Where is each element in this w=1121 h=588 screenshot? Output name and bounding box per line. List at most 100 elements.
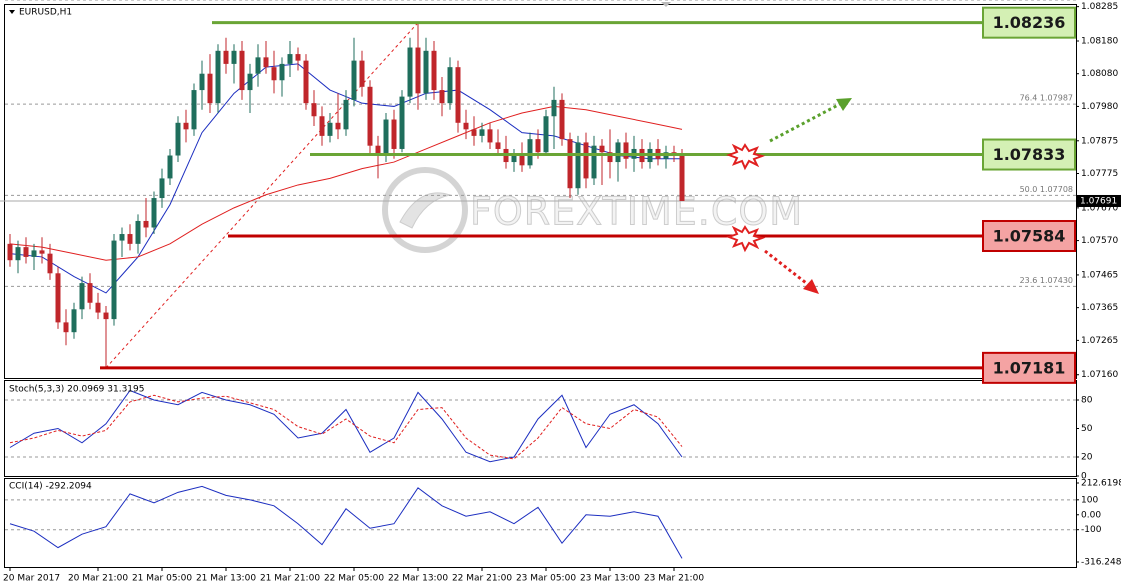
moving-average	[9, 105, 683, 261]
breakdown-burst	[726, 225, 766, 253]
sr-level-box	[982, 351, 1076, 384]
y-tick-label: 1.08285	[1081, 2, 1118, 12]
y-tick-label: 50	[1081, 424, 1093, 434]
watermark-text: FOREXTIME.COM	[470, 190, 803, 234]
candle-body	[103, 312, 109, 320]
candle-body	[303, 60, 309, 104]
candle-body	[79, 283, 85, 310]
candle-body	[343, 99, 349, 130]
candle-body	[311, 103, 317, 117]
y-tick-label: -316.2489	[1081, 558, 1121, 568]
candle-body	[599, 145, 605, 153]
sr-level-box	[982, 219, 1076, 252]
candle-body	[279, 63, 285, 81]
candle-body	[87, 283, 93, 303]
y-tick-label: 1.07980	[1081, 102, 1118, 112]
y-tick-label: 0	[1081, 472, 1087, 482]
candle-body	[495, 142, 501, 149]
fib-label: 76.4 1.07987	[1020, 94, 1073, 103]
candle-body	[567, 139, 573, 189]
sr-level-box	[982, 6, 1076, 39]
candle-body	[159, 178, 165, 199]
candle-body	[487, 129, 493, 143]
title-triangle	[9, 10, 15, 14]
x-tick-label: 20 Mar 2017	[3, 574, 60, 584]
y-tick-label: 1.08080	[1081, 69, 1118, 79]
fib-label: 23.6 1.07430	[1020, 276, 1073, 285]
y-tick-label: 20	[1081, 453, 1093, 463]
fib-label: 50.0 1.07708	[1020, 185, 1073, 194]
candle-body	[615, 142, 621, 163]
y-tick-label: 212.6198	[1081, 479, 1121, 489]
y-tick-label: 1.07570	[1081, 236, 1118, 246]
current-price-label: 1.07691	[1080, 196, 1117, 206]
candle-body	[71, 309, 77, 333]
candle-body	[295, 54, 301, 61]
candle-body	[543, 116, 549, 153]
up-arrow-head	[836, 98, 852, 111]
sr-level-label: 1.07181	[993, 358, 1066, 377]
y-tick-label: 1.07265	[1081, 336, 1118, 346]
candle-body	[239, 50, 245, 91]
indicator-line	[9, 485, 683, 559]
x-tick-label: 21 Mar 05:00	[132, 574, 192, 584]
candle-body	[519, 155, 525, 166]
y-tick-label: 1.07670	[1081, 203, 1118, 213]
sr-level-box	[982, 138, 1076, 171]
candle-body	[431, 50, 437, 91]
candle-body	[247, 73, 253, 91]
candle-body	[575, 142, 581, 189]
candle-body	[111, 240, 117, 320]
candle-body	[511, 155, 517, 163]
candle-body	[327, 122, 333, 136]
breakout-burst	[726, 143, 766, 171]
sr-level-label: 1.07584	[993, 226, 1066, 245]
sr-level-label: 1.08236	[993, 13, 1066, 32]
y-tick-label: 1.07365	[1081, 303, 1118, 313]
candle-body	[231, 50, 237, 64]
candle-body	[119, 234, 125, 241]
candle-body	[263, 57, 269, 68]
candle-body	[143, 220, 149, 228]
y-tick-label: 1.07775	[1081, 169, 1118, 179]
candle-body	[367, 86, 373, 146]
candle-body	[463, 122, 469, 130]
current-price-tag	[1077, 194, 1121, 207]
candle-body	[175, 122, 181, 156]
candle-body	[319, 116, 325, 136]
candle-body	[207, 73, 213, 104]
candle-body	[679, 155, 685, 201]
indicator-line	[9, 389, 683, 463]
cci-title: CCI(14) -292.2094	[9, 482, 92, 492]
x-tick-label: 20 Mar 21:00	[68, 574, 128, 584]
candle-body	[415, 47, 421, 94]
y-tick-label: 1.07160	[1081, 370, 1118, 380]
x-tick-label: 23 Mar 21:00	[644, 574, 704, 584]
candle-body	[151, 198, 157, 228]
candle-body	[55, 273, 61, 323]
candle-body	[335, 122, 341, 130]
y-tick-label: 1.07875	[1081, 136, 1118, 146]
x-tick-label: 23 Mar 05:00	[516, 574, 576, 584]
y-tick-label: 1.08180	[1081, 36, 1118, 46]
x-tick-label: 23 Mar 13:00	[580, 574, 640, 584]
candle-body	[287, 54, 293, 64]
candle-body	[191, 90, 197, 130]
candle-body	[479, 129, 485, 136]
watermark: FOREXTIME.COM	[382, 167, 803, 253]
candle-body	[23, 247, 29, 257]
candle-body	[47, 253, 53, 274]
candle-body	[15, 247, 21, 261]
candle-body	[183, 122, 189, 130]
y-tick-label: 0.00	[1081, 510, 1101, 520]
candle-body	[7, 243, 13, 261]
candle-body	[215, 50, 221, 104]
down-arrow-head	[803, 279, 819, 294]
x-tick-label: 22 Mar 13:00	[388, 574, 448, 584]
indicator-line	[9, 394, 683, 460]
candle-body	[391, 119, 397, 149]
candle-body	[607, 152, 613, 163]
y-tick-label: 100	[1081, 495, 1098, 505]
